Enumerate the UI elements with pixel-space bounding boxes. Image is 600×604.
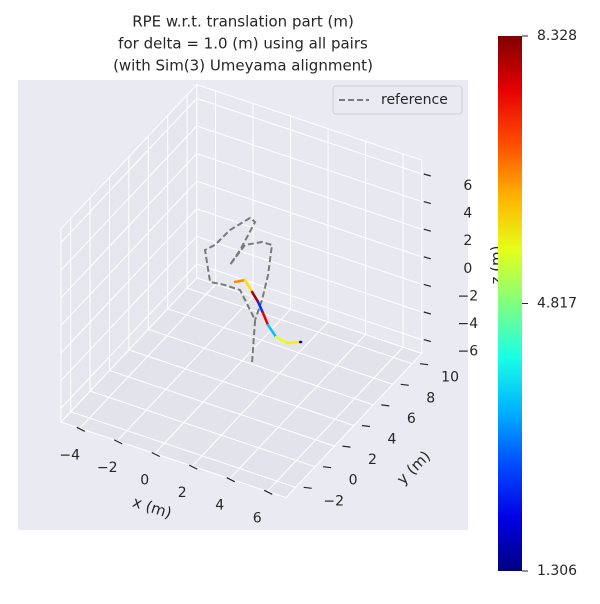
grid-line xyxy=(186,287,413,365)
grid-line xyxy=(60,263,198,409)
grid-line xyxy=(109,370,335,447)
tick-mark xyxy=(303,486,312,489)
z-tick-label: −4 xyxy=(457,316,478,332)
z-tick-label: 6 xyxy=(463,178,472,194)
grid-line xyxy=(167,308,393,385)
error-segment xyxy=(261,311,270,327)
y-tick-label: 10 xyxy=(441,370,459,386)
x-tick-label: −4 xyxy=(59,447,80,463)
chart-title: for delta = 1.0 (m) using all pairs xyxy=(118,35,368,53)
grid-line xyxy=(196,263,422,341)
grid-line xyxy=(196,153,422,230)
tick-mark xyxy=(423,256,431,260)
x-tick-label: 4 xyxy=(215,498,224,514)
grid-line xyxy=(148,328,374,406)
tick-mark xyxy=(226,477,236,483)
error-segment xyxy=(256,300,265,315)
tick-mark xyxy=(423,283,431,287)
grid-line xyxy=(60,236,198,381)
tick-mark xyxy=(151,451,161,458)
grid-line xyxy=(196,235,422,313)
y-tick-label: 4 xyxy=(387,432,396,448)
z-tick-label: −6 xyxy=(457,344,478,360)
x-tick-label: 2 xyxy=(178,485,187,501)
tick-mark xyxy=(423,311,431,315)
grid-line xyxy=(60,180,198,326)
grid-line xyxy=(60,98,198,243)
x-tick-label: −2 xyxy=(97,460,118,476)
z-tick-label: −2 xyxy=(457,288,478,304)
grid-line xyxy=(60,125,198,271)
grid-line xyxy=(196,125,422,203)
grid-line xyxy=(60,153,198,299)
grid-line xyxy=(196,97,422,175)
tick-mark xyxy=(188,464,198,470)
legend-label: reference xyxy=(381,92,448,108)
tick-mark xyxy=(381,404,390,407)
chart-title: RPE w.r.t. translation part (m) xyxy=(132,13,354,31)
grid-line xyxy=(60,208,198,354)
reference-line xyxy=(203,216,274,363)
grid-line xyxy=(196,180,422,258)
grid-line xyxy=(89,390,316,468)
tick-mark xyxy=(423,228,431,232)
z-tick-label: 4 xyxy=(463,206,472,222)
tick-mark xyxy=(400,383,409,386)
error-segment xyxy=(285,340,302,345)
x-tick-label: 0 xyxy=(140,473,149,489)
tick-mark xyxy=(263,489,273,495)
grid-line xyxy=(128,349,355,426)
y-tick-label: 6 xyxy=(407,411,416,427)
tick-mark xyxy=(361,424,370,428)
z-tick-label: 0 xyxy=(463,261,472,277)
legend: reference xyxy=(332,85,463,115)
error-segment xyxy=(274,335,289,345)
y-tick-label: −2 xyxy=(323,493,344,509)
tick-mark xyxy=(342,445,351,448)
tick-mark xyxy=(323,466,332,469)
tick-mark xyxy=(113,439,123,445)
colorbar-tick-label: 8.328 xyxy=(537,28,577,44)
error-segment xyxy=(266,323,278,339)
tick-mark xyxy=(423,201,431,205)
z-tick-label: 2 xyxy=(463,233,472,249)
tick-mark xyxy=(423,339,431,343)
colorbar-ticks: 1.306 4.817 8.328 xyxy=(522,28,577,579)
colorbar-tick-label: 1.306 xyxy=(537,563,577,579)
y-tick-label: 0 xyxy=(349,473,358,489)
colorbar-tick-label: 4.817 xyxy=(537,296,577,312)
grid-line xyxy=(196,208,422,285)
error-segment xyxy=(250,290,260,304)
tick-mark xyxy=(423,173,431,177)
legend-box xyxy=(332,85,463,115)
colorbar xyxy=(498,36,522,571)
error-segment xyxy=(233,278,247,284)
error-segment xyxy=(243,278,254,294)
y-tick-label: 8 xyxy=(426,390,435,406)
chart-title: (with Sim(3) Umeyama alignment) xyxy=(113,57,373,75)
y-tick-label: 2 xyxy=(368,452,377,468)
grid xyxy=(60,90,431,495)
tick-mark xyxy=(76,426,86,432)
tick-mark xyxy=(420,363,429,366)
plot-area xyxy=(203,216,303,363)
grid-line xyxy=(70,411,296,488)
x-tick-label: 6 xyxy=(253,510,262,526)
